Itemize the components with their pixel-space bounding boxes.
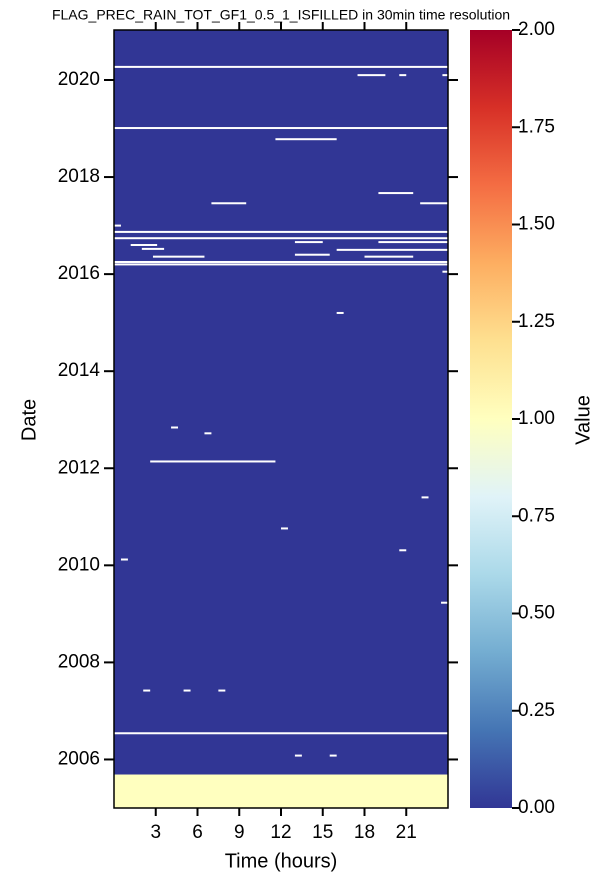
x-tick-label: 18 — [354, 822, 375, 843]
colorbar — [470, 30, 512, 808]
missing-cell — [378, 241, 448, 244]
missing-cell — [114, 260, 448, 263]
y-tick-label: 2016 — [58, 263, 100, 284]
missing-cell — [120, 558, 128, 561]
colorbar-tick-label: 0.50 — [518, 603, 555, 624]
missing-cell — [294, 754, 302, 757]
missing-cell — [150, 460, 276, 463]
x-tick-label: 6 — [192, 822, 203, 843]
missing-cell — [357, 74, 386, 77]
missing-cell — [143, 689, 151, 692]
missing-cell — [114, 237, 448, 240]
missing-cell — [442, 270, 448, 273]
x-tick-label: 3 — [150, 822, 161, 843]
y-tick-label: 2006 — [58, 748, 100, 769]
colorbar-tick-label: 0.75 — [518, 505, 555, 526]
missing-cell — [114, 127, 448, 130]
missing-cell — [114, 732, 448, 735]
missing-cell — [441, 601, 448, 604]
missing-cell — [294, 253, 330, 256]
colorbar-tick-label: 1.50 — [518, 214, 555, 235]
missing-cell — [152, 255, 205, 258]
y-tick-label: 2014 — [58, 360, 101, 381]
missing-cell — [114, 263, 448, 266]
colorbar-tick-label: 0.00 — [518, 797, 555, 818]
missing-cell — [421, 496, 429, 499]
missing-cell — [171, 426, 179, 429]
missing-cell — [336, 248, 448, 251]
colorbar-tick-label: 1.75 — [518, 116, 555, 137]
missing-cell — [399, 74, 407, 77]
heatmap-block — [114, 30, 448, 775]
missing-cell — [204, 432, 212, 435]
missing-cell — [218, 689, 226, 692]
missing-cell — [336, 311, 344, 314]
x-tick-label: 9 — [234, 822, 245, 843]
chart-title: FLAG_PREC_RAIN_TOT_GF1_0.5_1_ISFILLED in… — [52, 7, 510, 23]
x-axis-label: Time (hours) — [225, 850, 338, 872]
missing-cell — [130, 244, 158, 247]
colorbar-label: Value — [572, 395, 594, 445]
x-tick-label: 21 — [396, 822, 417, 843]
missing-cell — [141, 247, 165, 250]
missing-cell — [114, 65, 448, 68]
y-tick-label: 2012 — [58, 457, 100, 478]
missing-cell — [442, 74, 448, 77]
colorbar-tick-label: 1.25 — [518, 311, 555, 332]
missing-cell — [183, 689, 191, 692]
missing-cell — [114, 230, 448, 233]
colorbar-tick-label: 1.00 — [518, 408, 555, 429]
y-tick-label: 2020 — [58, 69, 100, 90]
missing-cell — [329, 754, 337, 757]
missing-cell — [364, 255, 414, 258]
y-axis-label: Date — [18, 399, 40, 441]
missing-cell — [420, 202, 448, 205]
missing-cell — [281, 527, 288, 530]
missing-cell — [378, 192, 414, 195]
missing-cell — [275, 138, 337, 141]
missing-cell — [294, 241, 323, 244]
y-tick-label: 2010 — [58, 554, 100, 575]
y-tick-label: 2018 — [58, 166, 100, 187]
x-tick-label: 12 — [270, 822, 291, 843]
missing-cell — [399, 549, 407, 552]
x-tick-label: 15 — [312, 822, 333, 843]
missing-cell — [211, 202, 247, 205]
colorbar-tick-label: 0.25 — [518, 700, 555, 721]
missing-cell — [114, 224, 121, 227]
heatmap-block — [114, 774, 448, 808]
colorbar-tick-label: 2.00 — [518, 19, 555, 40]
y-tick-label: 2008 — [58, 651, 100, 672]
